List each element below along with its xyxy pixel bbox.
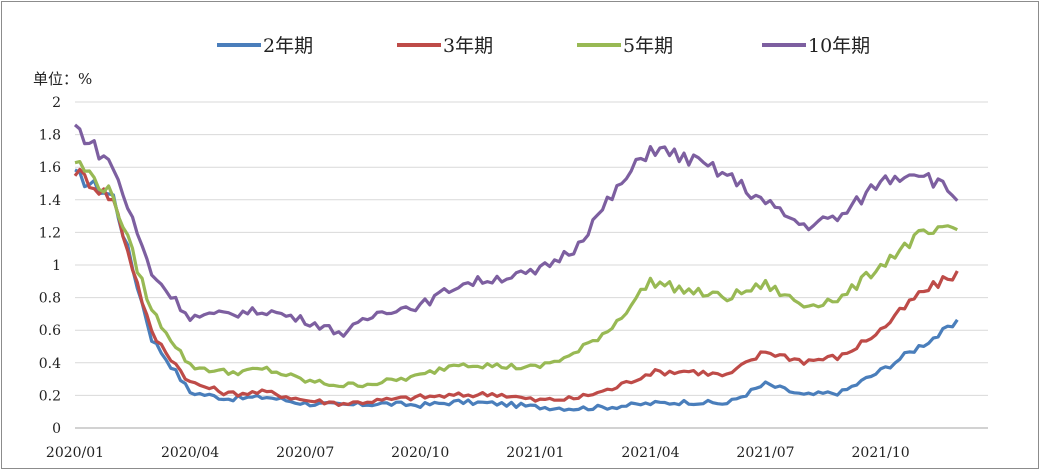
y-tick-label: 0.6: [39, 323, 61, 339]
legend-label: 5年期: [623, 35, 673, 57]
y-tick-label: 1.4: [39, 193, 61, 209]
x-tick-label: 2021/01: [506, 445, 564, 461]
series-line: [73, 123, 959, 338]
legend-label: 10年期: [808, 35, 870, 57]
x-tick-label: 2020/01: [46, 445, 104, 461]
x-tick-label: 2021/07: [736, 445, 794, 461]
series-lines: [73, 123, 959, 412]
series-line: [74, 160, 958, 389]
y-axis: 0 0.2 0.4 0.6 0.8 1 1.2 1.4 1.6 1.8 2: [39, 95, 61, 437]
y-tick-label: 0.4: [39, 356, 61, 372]
x-axis: 2020/01 2020/04 2020/07 2020/10 2021/01 2021/…: [46, 427, 988, 461]
gridlines: [75, 101, 988, 396]
unit-label: 单位：%: [33, 70, 93, 88]
legend-label: 3年期: [443, 35, 493, 57]
series-line: [74, 168, 959, 412]
y-tick-label: 0.2: [39, 388, 61, 404]
x-tick-label: 2020/07: [276, 445, 334, 461]
x-tick-label: 2021/04: [621, 445, 679, 461]
y-tick-label: 0: [52, 421, 61, 437]
legend-label: 2年期: [263, 35, 313, 57]
y-tick-label: 0.8: [39, 291, 61, 307]
x-tick-label: 2020/10: [391, 445, 449, 461]
series-line: [73, 167, 959, 407]
x-tick-label: 2021/10: [852, 445, 910, 461]
y-tick-label: 2: [52, 95, 61, 111]
x-tick-label: 2020/04: [161, 445, 219, 461]
y-tick-label: 1.8: [39, 128, 61, 144]
legend: 2年期 3年期 5年期 10年期: [217, 35, 870, 57]
y-tick-label: 1: [52, 258, 61, 274]
y-tick-label: 1.2: [39, 225, 61, 241]
y-tick-label: 1.6: [39, 160, 61, 176]
